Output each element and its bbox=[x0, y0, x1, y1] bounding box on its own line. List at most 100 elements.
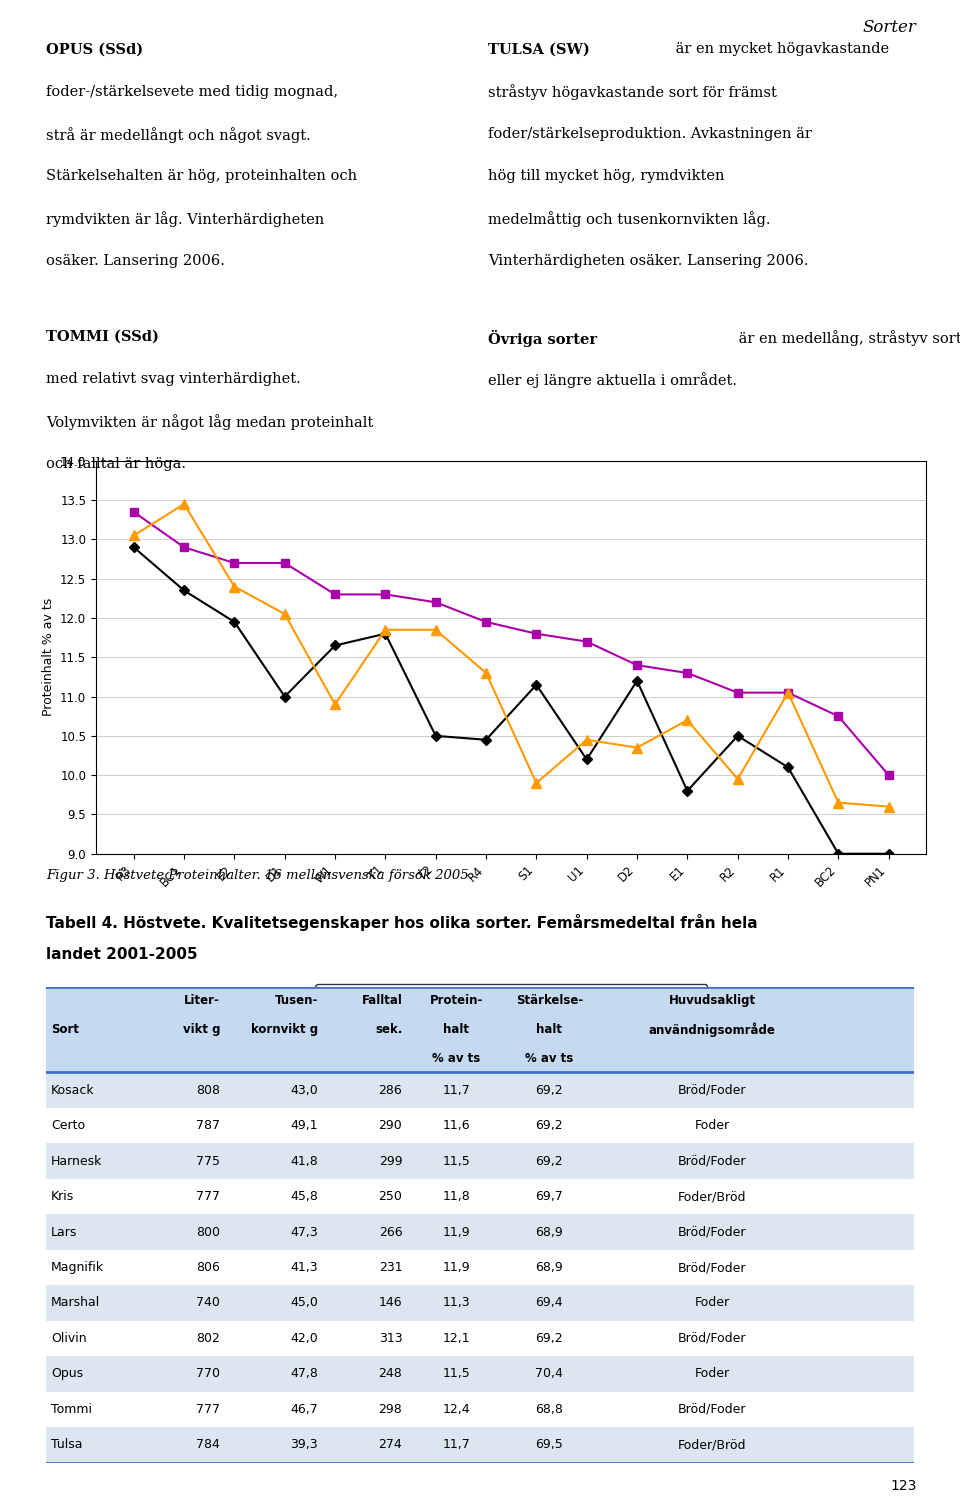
Bar bbox=[46, 1428, 914, 1463]
Text: Tabell 4. Höstvete. Kvalitetsegenskaper hos olika sorter. Femårsmedeltal från he: Tabell 4. Höstvete. Kvalitetsegenskaper … bbox=[46, 914, 757, 931]
Text: Foder: Foder bbox=[695, 1296, 730, 1310]
Text: Bröd/Foder: Bröd/Foder bbox=[678, 1083, 746, 1097]
Text: med relativt svag vinterhärdighet.: med relativt svag vinterhärdighet. bbox=[46, 372, 300, 387]
Text: Foder/Bröd: Foder/Bröd bbox=[678, 1191, 746, 1203]
Text: 41,8: 41,8 bbox=[290, 1154, 318, 1168]
Text: Kosack: Kosack bbox=[51, 1083, 95, 1097]
Text: användnigsområde: användnigsområde bbox=[649, 1023, 776, 1037]
Text: % av ts: % av ts bbox=[525, 1052, 573, 1065]
Text: halt: halt bbox=[444, 1023, 469, 1037]
Text: Lars: Lars bbox=[51, 1225, 78, 1239]
Text: rymdvikten är låg. Vinterhärdigheten: rymdvikten är låg. Vinterhärdigheten bbox=[46, 212, 324, 228]
Text: 787: 787 bbox=[196, 1120, 220, 1132]
Text: Stärkelsehalten är hög, proteinhalten och: Stärkelsehalten är hög, proteinhalten oc… bbox=[46, 169, 357, 183]
Text: 68,9: 68,9 bbox=[536, 1262, 564, 1274]
Text: 299: 299 bbox=[378, 1154, 402, 1168]
Text: Bröd/Foder: Bröd/Foder bbox=[678, 1262, 746, 1274]
Text: osäker. Lansering 2006.: osäker. Lansering 2006. bbox=[46, 254, 225, 267]
Text: 69,5: 69,5 bbox=[536, 1438, 564, 1452]
Text: 70,4: 70,4 bbox=[536, 1367, 564, 1381]
Text: 68,9: 68,9 bbox=[536, 1225, 564, 1239]
Text: 39,3: 39,3 bbox=[291, 1438, 318, 1452]
Text: 777: 777 bbox=[196, 1402, 220, 1416]
Text: Huvudsakligt: Huvudsakligt bbox=[668, 994, 756, 1008]
Y-axis label: Proteinhalt % av ts: Proteinhalt % av ts bbox=[41, 598, 55, 716]
Text: Foder: Foder bbox=[695, 1120, 730, 1132]
Text: strå är medellångt och något svagt.: strå är medellångt och något svagt. bbox=[46, 127, 311, 144]
Text: 740: 740 bbox=[196, 1296, 220, 1310]
Bar bbox=[46, 1250, 914, 1286]
Text: och falltal är höga.: och falltal är höga. bbox=[46, 456, 186, 471]
Text: 69,7: 69,7 bbox=[536, 1191, 564, 1203]
Text: 11,6: 11,6 bbox=[443, 1120, 470, 1132]
Text: 46,7: 46,7 bbox=[290, 1402, 318, 1416]
Text: landet 2001-2005: landet 2001-2005 bbox=[46, 947, 198, 963]
Text: 11,5: 11,5 bbox=[443, 1154, 470, 1168]
Text: 146: 146 bbox=[378, 1296, 402, 1310]
Text: 808: 808 bbox=[196, 1083, 220, 1097]
Text: 802: 802 bbox=[196, 1333, 220, 1345]
Text: foder/stärkelseproduktion. Avkastningen är: foder/stärkelseproduktion. Avkastningen … bbox=[488, 127, 811, 141]
Text: OPUS (SSd): OPUS (SSd) bbox=[46, 42, 143, 56]
Bar bbox=[46, 1073, 914, 1108]
Text: Bröd/Foder: Bröd/Foder bbox=[678, 1333, 746, 1345]
Text: 69,4: 69,4 bbox=[536, 1296, 564, 1310]
Text: Foder/Bröd: Foder/Bröd bbox=[678, 1438, 746, 1452]
Text: Foder: Foder bbox=[695, 1367, 730, 1381]
Bar bbox=[46, 1108, 914, 1144]
Text: 250: 250 bbox=[378, 1191, 402, 1203]
Text: Bröd/Foder: Bröd/Foder bbox=[678, 1154, 746, 1168]
Text: Marshal: Marshal bbox=[51, 1296, 101, 1310]
Text: % av ts: % av ts bbox=[432, 1052, 480, 1065]
Text: 11,5: 11,5 bbox=[443, 1367, 470, 1381]
Text: medelmåttig och tusenkornvikten låg.: medelmåttig och tusenkornvikten låg. bbox=[488, 212, 770, 228]
Bar bbox=[46, 1144, 914, 1179]
Text: 11,7: 11,7 bbox=[443, 1083, 470, 1097]
Text: kornvikt g: kornvikt g bbox=[251, 1023, 318, 1037]
Text: 69,2: 69,2 bbox=[536, 1333, 564, 1345]
Text: 12,4: 12,4 bbox=[443, 1402, 470, 1416]
Text: Övriga sorter: Övriga sorter bbox=[488, 329, 597, 348]
Text: Certo: Certo bbox=[51, 1120, 85, 1132]
Text: 11,3: 11,3 bbox=[443, 1296, 470, 1310]
Text: Olivin: Olivin bbox=[51, 1333, 86, 1345]
Bar bbox=[46, 987, 914, 1073]
Text: eller ej längre aktuella i området.: eller ej längre aktuella i området. bbox=[488, 372, 736, 388]
Text: 266: 266 bbox=[378, 1225, 402, 1239]
Text: 770: 770 bbox=[196, 1367, 220, 1381]
Text: Tulsa: Tulsa bbox=[51, 1438, 83, 1452]
Bar bbox=[46, 1357, 914, 1392]
Text: 11,7: 11,7 bbox=[443, 1438, 470, 1452]
Text: 248: 248 bbox=[378, 1367, 402, 1381]
Text: 43,0: 43,0 bbox=[290, 1083, 318, 1097]
Bar bbox=[46, 1392, 914, 1428]
Text: 775: 775 bbox=[196, 1154, 220, 1168]
Text: Sorter: Sorter bbox=[863, 20, 917, 36]
Bar bbox=[46, 1321, 914, 1357]
Text: 12,1: 12,1 bbox=[443, 1333, 470, 1345]
Text: 274: 274 bbox=[378, 1438, 402, 1452]
Text: 298: 298 bbox=[378, 1402, 402, 1416]
Text: Opus: Opus bbox=[51, 1367, 84, 1381]
Text: 49,1: 49,1 bbox=[291, 1120, 318, 1132]
Text: 45,0: 45,0 bbox=[290, 1296, 318, 1310]
Text: 806: 806 bbox=[196, 1262, 220, 1274]
Text: 69,2: 69,2 bbox=[536, 1120, 564, 1132]
Legend: Kosack 2005, Olivin2005, Harnesk 2005: Kosack 2005, Olivin2005, Harnesk 2005 bbox=[315, 985, 708, 1012]
Text: 231: 231 bbox=[378, 1262, 402, 1274]
Text: 800: 800 bbox=[196, 1225, 220, 1239]
Text: 11,9: 11,9 bbox=[443, 1225, 470, 1239]
Text: 286: 286 bbox=[378, 1083, 402, 1097]
Text: Liter-: Liter- bbox=[184, 994, 220, 1008]
Text: Falltal: Falltal bbox=[362, 994, 402, 1008]
Text: Protein-: Protein- bbox=[429, 994, 483, 1008]
Text: Kris: Kris bbox=[51, 1191, 74, 1203]
Text: stråstyv högavkastande sort för främst: stråstyv högavkastande sort för främst bbox=[488, 85, 777, 101]
Text: halt: halt bbox=[537, 1023, 563, 1037]
Text: Tommi: Tommi bbox=[51, 1402, 92, 1416]
Text: 45,8: 45,8 bbox=[290, 1191, 318, 1203]
Text: vikt g: vikt g bbox=[182, 1023, 220, 1037]
Text: 47,3: 47,3 bbox=[290, 1225, 318, 1239]
Text: 47,8: 47,8 bbox=[290, 1367, 318, 1381]
Text: 68,8: 68,8 bbox=[536, 1402, 564, 1416]
